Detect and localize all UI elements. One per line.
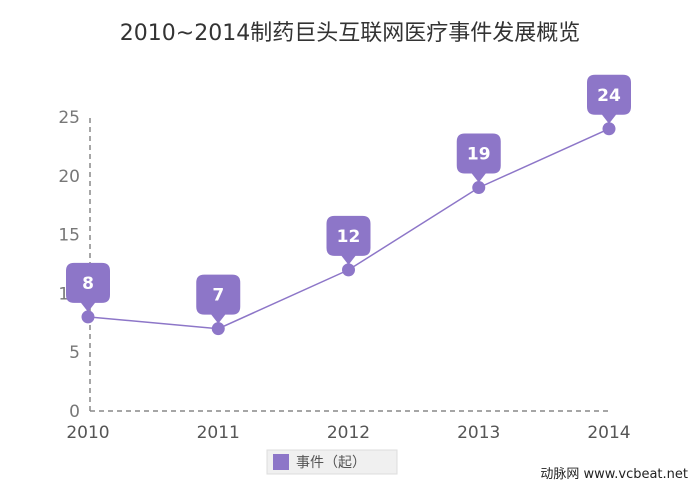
data-point	[472, 181, 486, 195]
data-point	[602, 122, 616, 136]
y-tick-label: 20	[58, 167, 80, 187]
series-layer	[81, 122, 616, 336]
y-tick-label: 25	[58, 108, 80, 128]
x-tick-label: 2010	[66, 423, 109, 443]
y-tick-label: 0	[69, 402, 80, 422]
data-label-bubble	[196, 274, 241, 324]
legend-swatch	[273, 454, 289, 470]
x-tick-label: 2013	[457, 423, 500, 443]
data-label-bubble	[326, 215, 371, 265]
data-label: 24	[597, 86, 621, 106]
data-label-bubble	[587, 74, 631, 124]
data-label-layer: 8 7 12 19 24	[66, 74, 631, 324]
data-point	[81, 310, 95, 324]
data-point	[342, 263, 355, 277]
y-tick-label: 15	[58, 226, 80, 246]
data-label: 7	[212, 286, 224, 306]
x-axis: 2010 2011 2012 2013 2014	[66, 410, 631, 443]
x-tick-label: 2011	[197, 423, 240, 443]
data-label-bubble	[66, 262, 110, 312]
x-tick-label: 2012	[327, 423, 370, 443]
data-label: 12	[337, 227, 361, 247]
data-point	[211, 322, 225, 336]
data-label: 8	[82, 274, 94, 294]
y-tick-label: 5	[69, 343, 80, 363]
legend-label: 事件（起）	[296, 455, 366, 471]
x-tick-label: 2014	[587, 423, 630, 443]
chart-title: 2010~2014制药巨头互联网医疗事件发展概览	[120, 21, 580, 46]
legend[interactable]: 事件（起）	[266, 449, 398, 475]
data-label-bubble	[456, 133, 501, 183]
watermark-text: 动脉网 www.vcbeat.net	[540, 467, 688, 482]
data-label: 19	[467, 145, 491, 165]
